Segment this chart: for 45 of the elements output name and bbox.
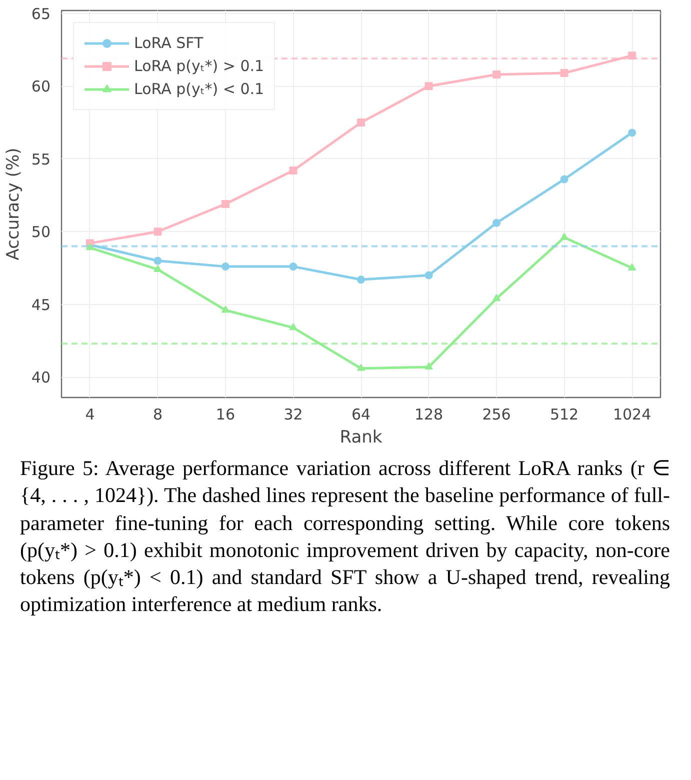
y-tick-label: 40 [31,368,51,387]
x-tick-label: 16 [216,406,236,424]
point [424,271,433,280]
x-tick-label: 128 [414,406,444,424]
point [86,243,94,250]
point [221,262,230,271]
x-tick-label: 4 [85,406,95,424]
point [492,294,501,302]
point [628,128,636,137]
point [357,276,365,284]
x-tick-label: 256 [482,406,511,424]
point [289,262,298,271]
point [424,82,433,90]
legend-label: LoRA p(yₜ*) > 0.1 [134,57,264,75]
x-tick-label: 64 [351,406,371,424]
point [560,69,568,78]
point [357,118,365,127]
point [628,263,636,271]
caption: Figure 5: Average performance variation across different LoRA ranks (r ∈ {4, . . . , 1024}). The dashed lines represent the baseline performance of full-parameter fine-tuning for each corresponding setting. While core tokens (p(yₜ*) > 0.1) exhibit monotonic improvement driven by capacity, non-core tokens (p(yₜ*) < 0.1) and standard SFT show a U-shaped trend, revealing optimization interference at medium ranks. [20,455,670,618]
point [289,323,298,330]
y-tick-label: 45 [31,296,51,314]
y-tick-label: 65 [31,4,51,23]
y-axis-title: Accuracy (%) [3,148,24,260]
point [154,256,162,265]
point [154,264,162,272]
point [221,200,230,208]
x-axis-title: Rank [340,428,382,448]
x-tick-label: 8 [152,406,162,424]
point [560,175,568,184]
point [560,232,568,240]
x-tick-label: 512 [550,406,579,424]
legend-label: LoRA p(yₜ*) < 0.1 [134,80,264,98]
x-tick-label: 32 [284,406,303,424]
x-tick-label: 1024 [612,406,652,424]
point [221,306,230,313]
point [154,228,162,236]
point [492,218,501,227]
point [424,362,433,370]
point [357,364,365,371]
y-tick-label: 55 [31,150,51,168]
point [492,70,501,79]
y-tick-label: 60 [31,78,51,96]
y-tick-label: 50 [31,223,51,242]
legend-label: LoRA SFT [134,34,204,52]
point [289,166,298,175]
